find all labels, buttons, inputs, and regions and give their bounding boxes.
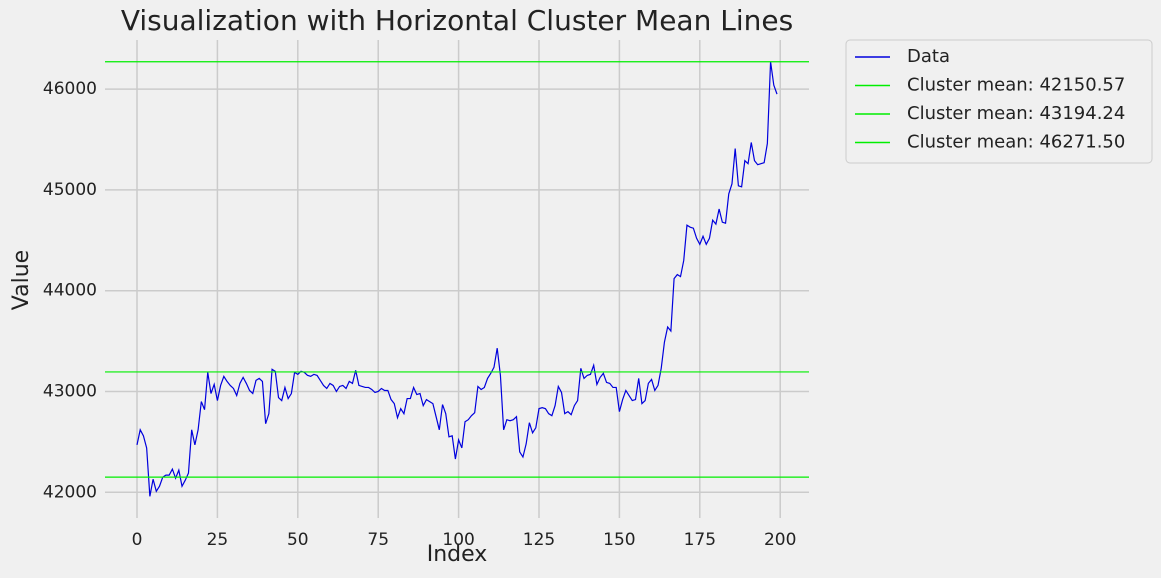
x-tick-label: 50: [287, 530, 309, 550]
legend-box: [845, 39, 1153, 164]
x-tick-label: 25: [207, 530, 229, 550]
y-axis-label: Value: [9, 250, 34, 310]
x-tick-label: 0: [132, 530, 143, 550]
y-tick-label: 42000: [43, 482, 97, 502]
x-tick-label: 175: [684, 530, 716, 550]
legend-label: Cluster mean: 42150.57: [907, 75, 1125, 96]
x-tick-label: 150: [603, 530, 635, 550]
y-tick-label: 45000: [43, 180, 97, 200]
data-line: [136, 61, 778, 497]
legend-label: Data: [907, 46, 950, 67]
y-tick-label: 46000: [43, 79, 97, 99]
y-tick-label: 44000: [43, 281, 97, 301]
legend-label: Cluster mean: 43194.24: [907, 103, 1125, 124]
x-tick-label: 125: [523, 530, 555, 550]
y-tick-label: 43000: [43, 381, 97, 401]
legend-label: Cluster mean: 46271.50: [907, 132, 1125, 153]
x-tick-label: 75: [367, 530, 389, 550]
x-tick-label: 200: [764, 530, 796, 550]
chart-title: Visualization with Horizontal Cluster Me…: [121, 4, 793, 37]
x-tick-label: 100: [442, 530, 474, 550]
x-axis-label: Index: [427, 542, 488, 567]
